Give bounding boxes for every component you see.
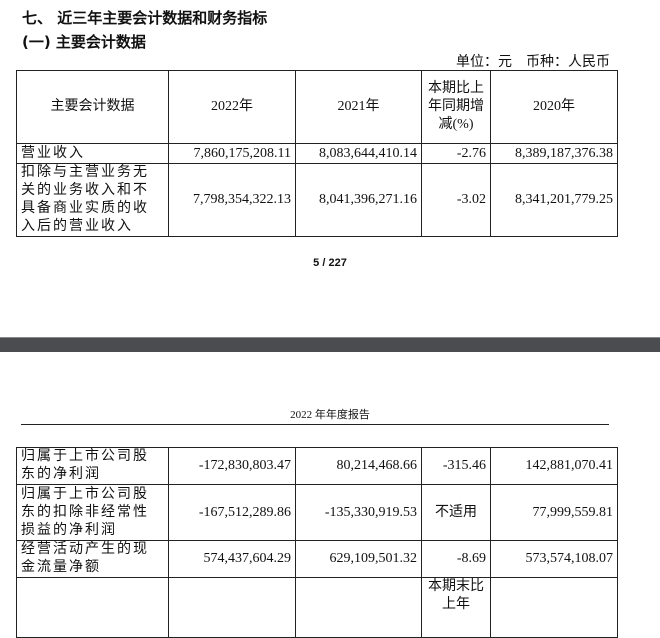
cell-value: -135,330,919.53 — [295, 484, 422, 541]
row-label: 营业收入 — [16, 143, 169, 164]
cell-value: 80,214,468.66 — [295, 447, 422, 485]
row-label: 归属于上市公司股东的扣除非经常性损益的净利润 — [16, 484, 169, 541]
cell-value: 7,860,175,208.11 — [168, 143, 296, 164]
cell-value: 8,083,644,410.14 — [295, 143, 422, 164]
table-row: 经营活动产生的现金流量净额 574,437,604.29 629,109,501… — [16, 540, 618, 578]
cell-value — [168, 577, 296, 638]
header-cell: 主要会计数据 — [16, 70, 169, 144]
accounting-data-table-2: 归属于上市公司股东的净利润 -172,830,803.47 80,214,468… — [16, 447, 618, 638]
header-cell: 2020年 — [490, 70, 618, 144]
cell-value: -2.76 — [421, 143, 491, 164]
cell-value: 573,574,108.07 — [490, 540, 618, 578]
cell-value: 不适用 — [421, 484, 491, 541]
cell-value: 142,881,070.41 — [490, 447, 618, 485]
cell-value: 629,109,501.32 — [295, 540, 422, 578]
header-cell: 2022年 — [168, 70, 296, 144]
cell-value: -315.46 — [421, 447, 491, 485]
cell-value: -8.69 — [421, 540, 491, 578]
table-row: 本期末比上年 — [16, 577, 618, 638]
table-header-row: 主要会计数据 2022年 2021年 本期比上年同期增减(%) 2020年 — [16, 70, 618, 144]
row-label — [16, 577, 169, 638]
cell-value — [490, 577, 618, 638]
report-header: 2022 年年度报告 — [290, 409, 370, 421]
section-title: 七、 近三年主要会计数据和财务指标 — [22, 9, 268, 27]
accounting-data-table-1: 主要会计数据 2022年 2021年 本期比上年同期增减(%) 2020年 营业… — [16, 70, 618, 237]
row-label: 扣除与主营业务无关的业务收入和不具备商业实质的收入后的营业收入 — [16, 163, 169, 237]
header-cell: 本期末比上年 — [421, 577, 491, 638]
cell-value: -167,512,289.86 — [168, 484, 296, 541]
unit-note: 单位：元 币种：人民币 — [456, 55, 610, 70]
cell-value: 7,798,354,322.13 — [168, 163, 296, 237]
row-label: 经营活动产生的现金流量净额 — [16, 540, 169, 578]
cell-value: -3.02 — [421, 163, 491, 237]
row-label: 归属于上市公司股东的净利润 — [16, 447, 169, 485]
cell-value — [295, 577, 422, 638]
header-cell: 本期比上年同期增减(%) — [421, 70, 491, 144]
table-row: 扣除与主营业务无关的业务收入和不具备商业实质的收入后的营业收入 7,798,35… — [16, 163, 618, 237]
header-rule — [21, 424, 609, 425]
subsection-title: (一) 主要会计数据 — [22, 33, 146, 51]
cell-value: 8,389,187,376.38 — [490, 143, 618, 164]
page-separator — [0, 337, 660, 352]
cell-value: 8,341,201,779.25 — [490, 163, 618, 237]
table-row: 营业收入 7,860,175,208.11 8,083,644,410.14 -… — [16, 143, 618, 164]
table-row: 归属于上市公司股东的扣除非经常性损益的净利润 -167,512,289.86 -… — [16, 484, 618, 541]
cell-value: 574,437,604.29 — [168, 540, 296, 578]
cell-value: -172,830,803.47 — [168, 447, 296, 485]
cell-value: 77,999,559.81 — [490, 484, 618, 541]
cell-value: 8,041,396,271.16 — [295, 163, 422, 237]
header-cell: 2021年 — [295, 70, 422, 144]
table-row: 归属于上市公司股东的净利润 -172,830,803.47 80,214,468… — [16, 447, 618, 485]
page-number: 5 / 227 — [313, 257, 347, 269]
